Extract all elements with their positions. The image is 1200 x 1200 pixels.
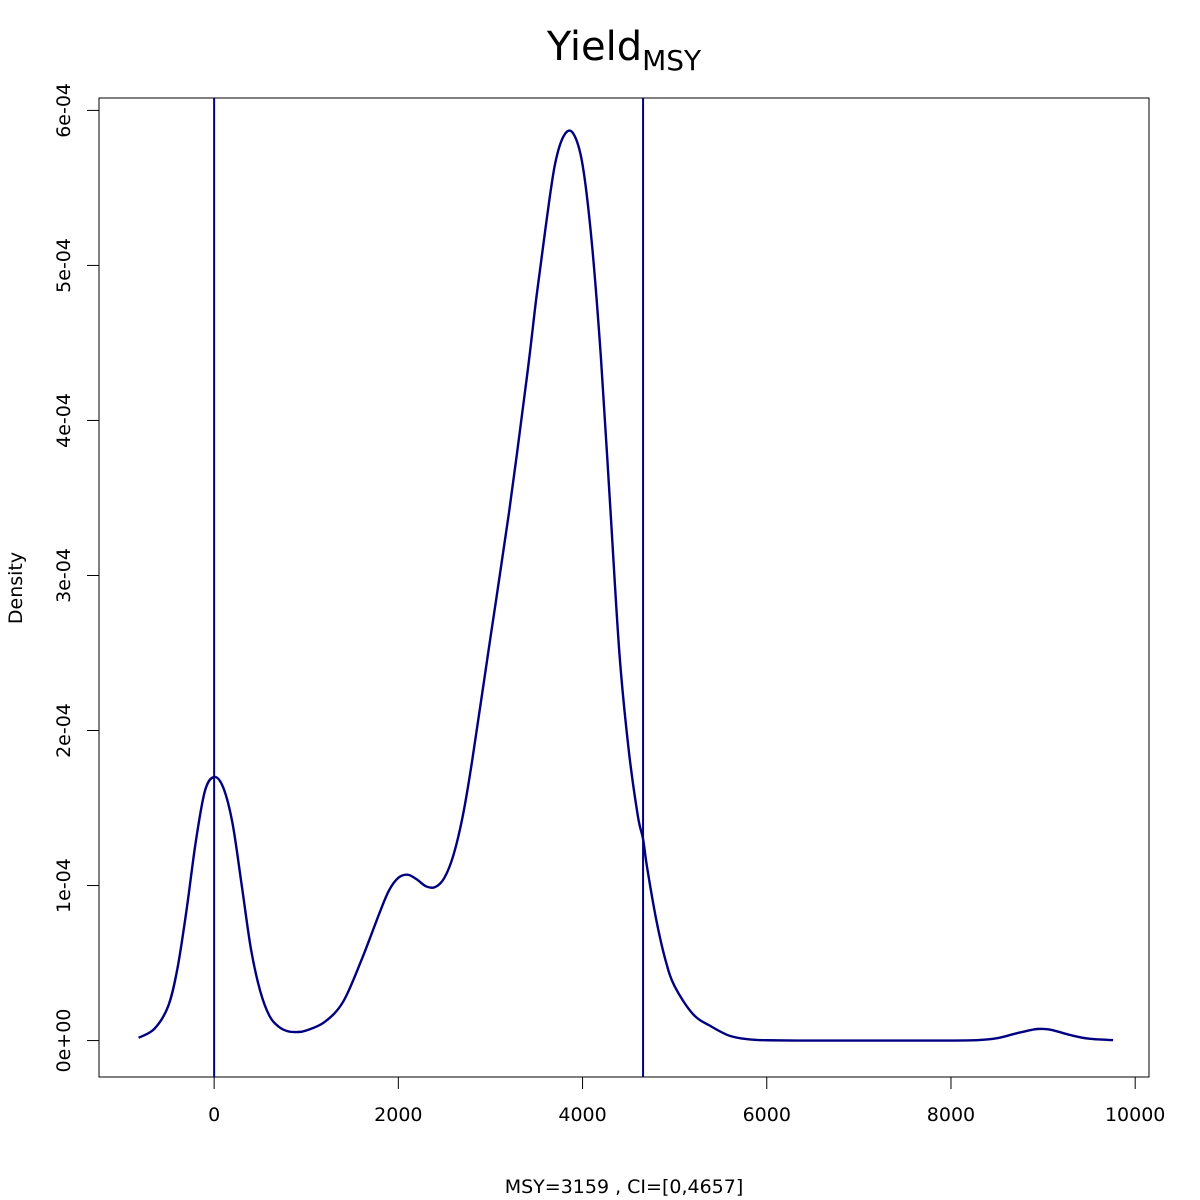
plot-frame: [98, 97, 1150, 1078]
y-tick-label: 0e+00: [53, 1009, 75, 1073]
x-axis: 0 2000 4000 6000 8000 10000: [208, 1076, 1165, 1126]
y-tick-label: 6e-04: [53, 83, 75, 138]
chart-title-main: Yield: [546, 24, 642, 70]
y-tick-label: 3e-04: [53, 548, 75, 603]
x-tick-label: 4000: [558, 1104, 606, 1126]
x-tick-label: 8000: [927, 1104, 975, 1126]
y-tick-label: 1e-04: [53, 858, 75, 913]
x-tick-label: 10000: [1105, 1104, 1165, 1126]
chart-title: YieldMSY: [546, 24, 702, 77]
x-tick-label: 0: [208, 1104, 220, 1126]
chart-title-subscript: MSY: [642, 44, 702, 77]
y-axis: 0e+00 1e-04 2e-04 3e-04 4e-04 5e-04 6e-04: [53, 83, 100, 1073]
ci-lines: [213, 98, 645, 1077]
x-axis-title: MSY=3159 , CI=[0,4657]: [505, 1176, 744, 1198]
x-tick-label: 2000: [374, 1104, 422, 1126]
y-tick-label: 2e-04: [53, 703, 75, 758]
x-tick-label: 6000: [743, 1104, 791, 1126]
y-tick-label: 5e-04: [53, 238, 75, 293]
y-axis-title: Density: [5, 552, 27, 624]
series-group: [138, 129, 1114, 1042]
y-tick-label: 4e-04: [53, 393, 75, 448]
density-line: [138, 129, 1114, 1042]
